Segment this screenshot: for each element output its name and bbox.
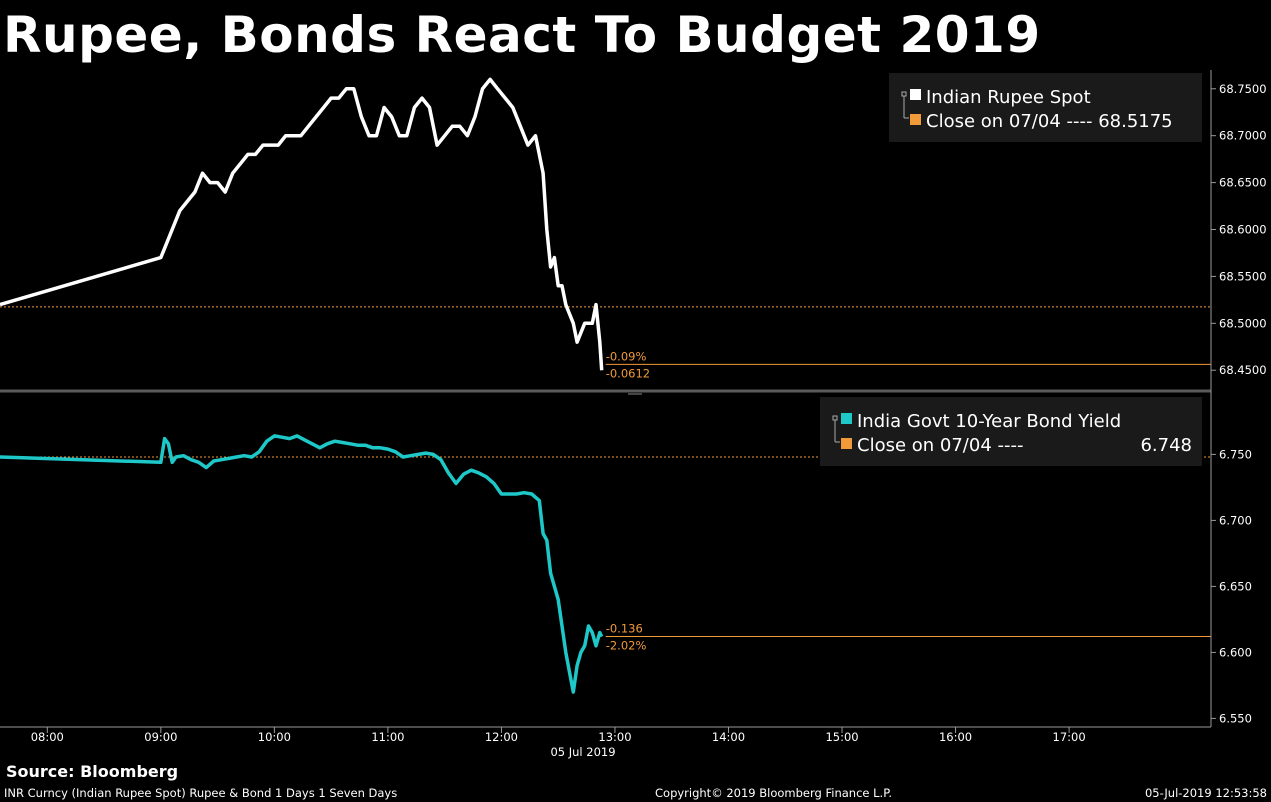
x-tick-label: 17:00 [1053, 730, 1086, 744]
x-tick-label: 16:00 [939, 730, 972, 744]
footer-bar: INR Curncy (Indian Rupee Spot) Rupee & B… [0, 783, 1271, 802]
rupee-close-label: Close on 07/04 ---- 68.5175 [926, 111, 1173, 132]
x-tick-label: 10:00 [258, 730, 291, 744]
rupee-y-tick-label: 68.5000 [1219, 316, 1267, 330]
x-tick-label: 14:00 [712, 730, 745, 744]
rupee-legend: Indian Rupee Spot Close on 07/04 ---- 68… [889, 73, 1202, 142]
bond-y-tick-label: 6.700 [1219, 513, 1252, 527]
rupee-y-tick-label: 68.4500 [1219, 363, 1267, 377]
x-tick-label: 13:00 [598, 730, 631, 744]
bond-y-ticks: 6.550 6.600 6.650 6.700 6.750 [1211, 447, 1252, 725]
rupee-series-line [0, 77, 604, 371]
footer-ticker: INR Curncy (Indian Rupee Spot) Rupee & B… [4, 786, 398, 800]
rupee-y-tick-label: 68.6000 [1219, 223, 1267, 237]
rupee-legend-swatch [910, 89, 921, 100]
rupee-pane: 68.4500 68.5000 68.5500 68.6000 68.6500 68.70… [0, 73, 1267, 380]
bond-y-tick-label: 6.750 [1219, 447, 1252, 461]
x-tick-label: 11:00 [371, 730, 404, 744]
bond-y-tick-label: 6.550 [1219, 711, 1252, 725]
x-tick-label: 15:00 [825, 730, 858, 744]
bond-close-label: Close on 07/04 ---- [857, 435, 1023, 456]
bond-legend-label: India Govt 10-Year Bond Yield [857, 411, 1121, 432]
bond-series-line [0, 434, 604, 694]
source-note: Source: Bloomberg [6, 762, 179, 781]
bond-y-tick-label: 6.650 [1219, 579, 1252, 593]
chart-title: Rupee, Bonds React To Budget 2019 [3, 6, 1041, 64]
bond-change-pct: -2.02% [606, 639, 647, 653]
bond-legend-swatch [841, 413, 852, 424]
bond-legend: India Govt 10-Year Bond Yield Close on 0… [820, 397, 1202, 466]
x-axis-date: 05 Jul 2019 [550, 745, 615, 759]
x-tick-label: 12:00 [485, 730, 518, 744]
rupee-y-ticks: 68.4500 68.5000 68.5500 68.6000 68.6500 68.70… [1211, 82, 1267, 377]
rupee-legend-label: Indian Rupee Spot [926, 87, 1091, 108]
rupee-close-swatch [910, 114, 921, 125]
footer-timestamp: 05-Jul-2019 12:53:58 [1144, 786, 1267, 800]
bond-close-swatch [841, 438, 852, 449]
rupee-change-abs: -0.0612 [606, 366, 650, 380]
x-tick-label: 08:00 [31, 730, 64, 744]
rupee-y-tick-label: 68.5500 [1219, 269, 1267, 283]
rupee-y-tick-label: 68.6500 [1219, 176, 1267, 190]
x-axis-ticks: 08:00 09:00 10:00 11:00 12:00 13:00 14:00 15:00… [31, 727, 1086, 744]
x-tick-label: 09:00 [144, 730, 177, 744]
rupee-change-pct: -0.09% [606, 349, 647, 363]
bond-close-value: 6.748 [1140, 435, 1192, 456]
footer-copyright: Copyright© 2019 Bloomberg Finance L.P. [655, 786, 892, 800]
bond-change-abs: -0.136 [606, 622, 643, 636]
rupee-y-tick-label: 68.7000 [1219, 129, 1267, 143]
bond-y-tick-label: 6.600 [1219, 645, 1252, 659]
rupee-y-tick-label: 68.7500 [1219, 82, 1267, 96]
